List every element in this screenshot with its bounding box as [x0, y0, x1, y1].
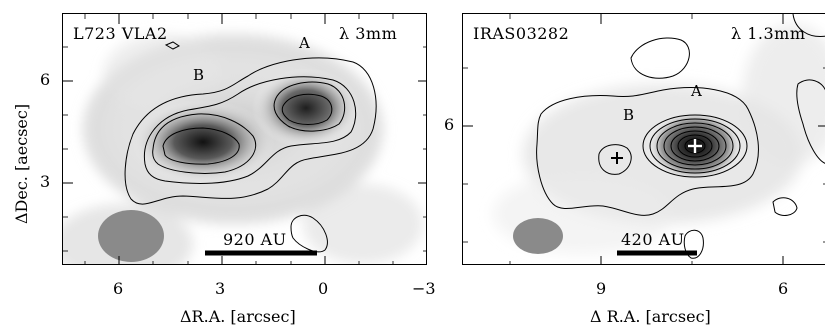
axis-ticks: [463, 14, 825, 264]
l723-intensity-map: [63, 14, 426, 264]
xlabel-left: ΔR.A. [arcsec]: [180, 307, 296, 326]
beam-ellipse: [98, 210, 164, 262]
source-b-emission: [131, 100, 275, 184]
peak-b-label: B: [623, 106, 635, 124]
source-a-emission: [252, 68, 360, 148]
iras03282-intensity-map: [463, 14, 825, 264]
ytick-6: 6: [40, 70, 51, 89]
source-name: L723 VLA2: [73, 24, 168, 43]
xtick-0: 0: [318, 279, 329, 298]
wavelength-label: λ 3mm: [339, 24, 398, 43]
contours: [536, 14, 825, 259]
xtick-9: 9: [596, 279, 607, 298]
ylabel: ΔDec. [aecsec]: [12, 103, 31, 224]
source-a-cross: [688, 139, 702, 153]
scalebar-label: 920 AU: [223, 230, 287, 249]
xlabel-right: Δ R.A. [arcsec]: [590, 307, 711, 326]
source-b-cross: [611, 152, 623, 164]
ytick-6-right: 6: [444, 115, 455, 134]
xtick-3: 3: [215, 279, 226, 298]
axis-ticks: [63, 14, 426, 264]
peak-a-label: A: [691, 82, 703, 100]
source-name: IRAS03282: [473, 24, 570, 43]
peak-b-label: B: [193, 66, 205, 84]
xtick-6: 6: [113, 279, 124, 298]
xtick-6-right: 6: [778, 279, 789, 298]
l723-map-panel: L723 VLA2 λ 3mm A B 920 AU: [62, 13, 427, 265]
wavelength-label: λ 1.3mm: [731, 24, 806, 43]
ytick-3: 3: [40, 172, 51, 191]
beam-ellipse: [513, 218, 563, 254]
contours: [124, 41, 377, 253]
iras03282-map-panel: IRAS03282 λ 1.3mm A B 420 AU: [462, 13, 825, 265]
scalebar-label: 420 AU: [621, 230, 685, 249]
xtick-minus3: −3: [412, 279, 436, 298]
peak-a-label: A: [299, 34, 311, 52]
